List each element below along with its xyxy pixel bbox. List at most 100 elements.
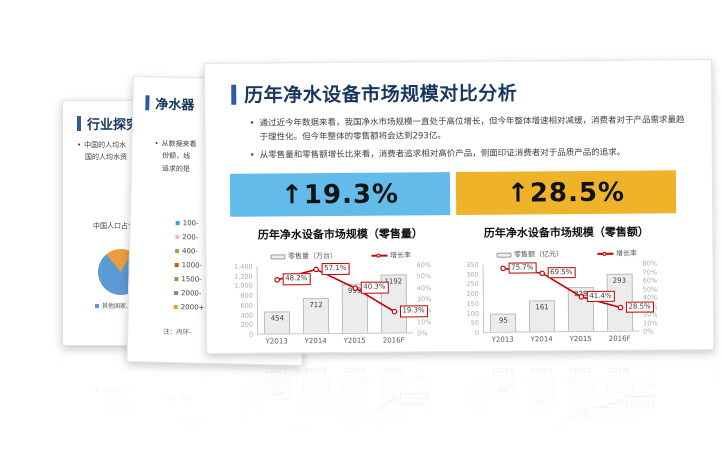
- axis-tick-label: 80%: [642, 259, 658, 268]
- axis-tick-label: 150: [466, 402, 479, 411]
- slide-water-purifier: 净水器 从数据来看 份额，线 追求的是 100-200-400-1000-150…: [130, 364, 308, 451]
- x-axis-label: 2016F: [382, 366, 405, 374]
- plot-area: 95 161 228 293 75.7% 69.5% 41.4% 28.5%: [483, 377, 654, 448]
- pie-legend-label: 其他国家人口: [102, 386, 139, 393]
- legend-label: 2000-: [180, 289, 202, 298]
- bar-value-label: 999: [348, 416, 362, 424]
- axis-tick-label: 100: [466, 392, 479, 401]
- growth-point-label: 75.7%: [508, 435, 537, 448]
- axis-tick-label: 1,200: [234, 431, 253, 440]
- x-axis-label: Y2015: [343, 366, 366, 374]
- left-axis: 350 300 250 200 150 100 50 0: [457, 261, 484, 337]
- axis-tick-label: 200: [240, 320, 254, 330]
- bar-legend-swatch: [270, 253, 286, 259]
- axis-tick-label: 0%: [417, 329, 428, 338]
- legend-label: 1500-: [181, 275, 202, 284]
- bullet-text: 国的人均水资: [85, 153, 127, 162]
- bar-value-label: 712: [309, 402, 323, 410]
- axis-tick-label: 800: [240, 291, 253, 300]
- axis-tick-label: 0: [474, 328, 480, 337]
- axis-tick-label: 30%: [643, 398, 658, 407]
- pie-chart-title: 中国人口占世: [93, 222, 135, 230]
- left-axis: 1,400 1,200 1,000 800 600 400 200 0: [231, 373, 257, 449]
- line-legend-label: 增长率: [389, 251, 412, 260]
- axis-tick-label: 0: [248, 330, 254, 339]
- price-band-legend-item: 2000+: [177, 415, 208, 430]
- growth-point-label: 69.5%: [547, 267, 576, 279]
- axis-tick-label: 150: [466, 299, 479, 308]
- axis-tick-label: 50%: [642, 284, 658, 294]
- line-legend-swatch: [597, 251, 614, 256]
- axis-tick-label: 30%: [416, 295, 432, 304]
- axis-tick-label: 50: [470, 382, 479, 391]
- bar: 228: [567, 378, 594, 422]
- axis-tick-label: 40%: [643, 407, 658, 415]
- axis-tick-label: 40%: [417, 418, 432, 427]
- title-accent-bar: [231, 84, 237, 105]
- growth-point-label: 40.3%: [360, 281, 389, 294]
- bullet-text: 从零售量和零售额增长比来看，消费者追求相对高价产品，侧面印证消费者对于品质产品的…: [250, 146, 686, 163]
- bar-legend-label: 零售额（亿元）: [513, 250, 564, 259]
- axis-tick-label: 300: [466, 270, 479, 279]
- reflection-front-slide: 历年净水设备市场规模对比分析 通过近今年数据来看，我国净水市场规模一直处于高位增…: [206, 358, 714, 451]
- price-band-legend: 100-200-400-1000-1500-2000-2000+: [173, 216, 207, 315]
- axis-tick-label: 800: [240, 411, 253, 420]
- legend-color-swatch: [174, 276, 179, 282]
- growth-point-label: 28.5%: [625, 395, 654, 408]
- axis-tick-label: 50: [470, 319, 480, 328]
- axis-tick-label: 70%: [643, 432, 658, 441]
- retail-volume-chart: 零售量（万台） 增长率 1,4001,2001,0008006004002000…: [231, 366, 451, 451]
- stats-and-charts-row: ↑19.3% 历年净水设备市场规模（零售量） 零售量（万台） 增长率 1,400…: [231, 366, 677, 451]
- x-axis-label: Y2015: [569, 366, 592, 374]
- axis-tick-label: 0%: [643, 327, 654, 336]
- axis-tick-label: 60%: [642, 276, 658, 285]
- axis-tick-label: 1,400: [234, 441, 253, 449]
- x-axis-label: Y2015: [343, 336, 366, 345]
- bar-value-label: 161: [535, 398, 549, 406]
- legend-color-swatch: [177, 420, 182, 425]
- axis-tick-label: 1,200: [234, 272, 253, 281]
- axis-tick-label: 1,000: [234, 282, 253, 291]
- slide-market-comparison[interactable]: 历年净水设备市场规模对比分析 通过近今年数据来看，我国净水市场规模一直处于高位增…: [204, 59, 715, 354]
- axis-tick-label: 600: [240, 301, 253, 310]
- axis-tick-label: 250: [466, 280, 479, 289]
- axis-tick-label: 10%: [417, 317, 432, 326]
- axis-tick-label: 60%: [643, 424, 658, 432]
- legend-color-swatch: [174, 290, 179, 296]
- stats-and-charts-row: ↑19.3% 历年净水设备市场规模（零售量） 零售量（万台） 增长率 1,400…: [229, 170, 677, 346]
- left-axis: 1,400 1,200 1,000 800 600 400 200 0: [231, 263, 258, 339]
- x-axis-labels: Y2013 Y2014 Y2015 2016F: [483, 366, 639, 377]
- axis-tick-label: 60%: [416, 261, 432, 270]
- chart-legend: 零售额（亿元） 增长率: [456, 248, 676, 260]
- title-accent-bar: [77, 116, 81, 131]
- bar: 293: [606, 378, 633, 435]
- growth-point-label: 41.4%: [586, 290, 615, 303]
- growth-point-label: 48.2%: [282, 426, 311, 438]
- legend-color-swatch: [175, 235, 180, 240]
- retail-volume-column: ↑19.3% 历年净水设备市场规模（零售量） 零售量（万台） 增长率 1,400…: [231, 366, 451, 451]
- legend-color-swatch: [173, 304, 178, 310]
- bar-value-label: 228: [574, 411, 588, 419]
- growth-point-label: 69.5%: [547, 430, 576, 443]
- pie-legend-swatch: [95, 303, 99, 308]
- line-legend-swatch: [371, 253, 388, 258]
- growth-rate-line: [500, 398, 624, 445]
- pie-legend-swatch: [95, 388, 99, 393]
- bullet-list: 通过近今年数据来看，我国净水市场规模一直处于高位增长，但今年整体增速相对减缓，消…: [249, 114, 685, 168]
- axis-tick-label: 60%: [417, 441, 432, 449]
- growth-point-label: 28.5%: [625, 301, 654, 313]
- price-band-legend-item: 200-: [175, 230, 206, 245]
- axis-tick-label: 10%: [643, 318, 658, 328]
- x-axis-label: Y2014: [530, 335, 553, 344]
- x-axis-label: Y2014: [304, 337, 327, 346]
- axis-tick-label: 20%: [417, 395, 432, 404]
- price-band-legend: 100-200-400-1000-1500-2000-2000+: [177, 415, 210, 451]
- pie-legend-label: 其他国家人口: [102, 303, 139, 310]
- bar-value-label: 454: [270, 389, 285, 397]
- axis-tick-label: 50%: [416, 272, 432, 281]
- x-axis-label: Y2015: [569, 334, 592, 344]
- x-axis-labels: Y2013 Y2014 Y2015 2016F: [257, 333, 413, 345]
